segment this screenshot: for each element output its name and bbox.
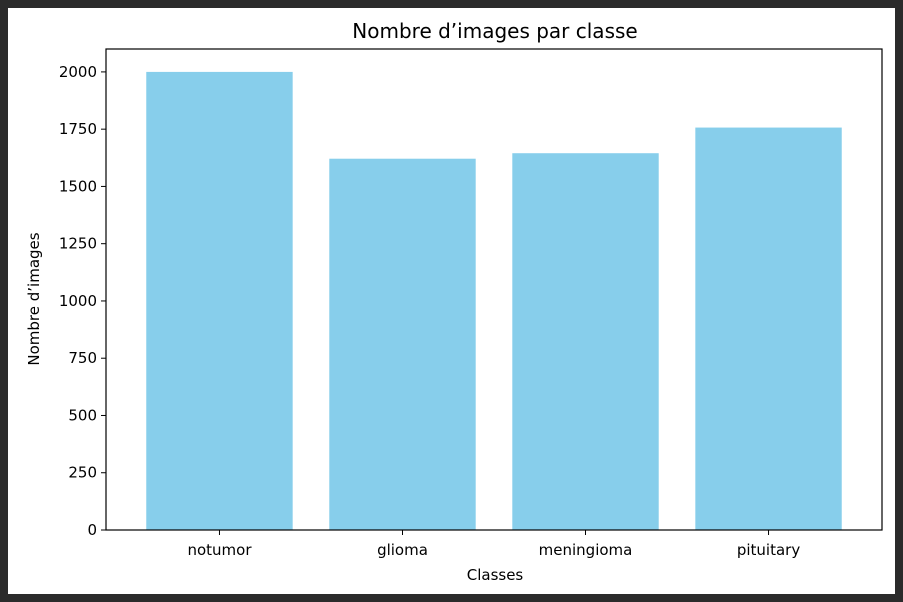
axes-frame [105, 48, 883, 531]
x-tick-label-meningioma: meningioma [539, 541, 633, 559]
x-tick-label-notumor: notumor [187, 541, 252, 559]
y-tick-label: 1000 [59, 292, 97, 310]
y-tick-label: 1500 [59, 177, 97, 195]
x-tick-label-pituitary: pituitary [737, 541, 800, 559]
y-tick-label: 0 [87, 521, 97, 539]
plot-area: notumor glioma meningioma pituitary 0 250 500 7… [59, 48, 883, 559]
x-tick-label-glioma: glioma [377, 541, 428, 559]
x-axis-label: Classes [467, 566, 524, 584]
y-tick-label: 1750 [59, 120, 97, 138]
bar-pituitary [695, 127, 842, 531]
y-tick-label: 2000 [59, 63, 97, 81]
y-tick-label: 1250 [59, 235, 97, 253]
bar-meningioma [512, 153, 659, 530]
bar-glioma [329, 158, 476, 530]
chart-figure: Nombre d’images par classe notumor glioma… [8, 8, 895, 594]
y-axis-label: Nombre d’images [25, 232, 43, 365]
bar-chart: Nombre d’images par classe notumor glioma… [25, 19, 883, 584]
y-tick-label: 250 [68, 464, 97, 482]
bar-notumor [146, 71, 293, 531]
y-tick-label: 750 [68, 349, 97, 367]
y-tick-label: 500 [68, 406, 97, 424]
chart-title: Nombre d’images par classe [352, 19, 637, 43]
